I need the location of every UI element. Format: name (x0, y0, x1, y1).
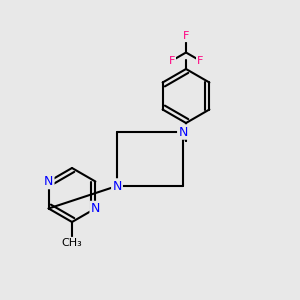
Text: N: N (44, 175, 53, 188)
Text: N: N (112, 179, 122, 193)
Text: N: N (91, 202, 100, 215)
Text: F: F (169, 56, 175, 66)
Text: CH₃: CH₃ (61, 238, 82, 248)
Text: F: F (197, 56, 203, 66)
Text: N: N (178, 125, 188, 139)
Text: F: F (183, 31, 189, 41)
